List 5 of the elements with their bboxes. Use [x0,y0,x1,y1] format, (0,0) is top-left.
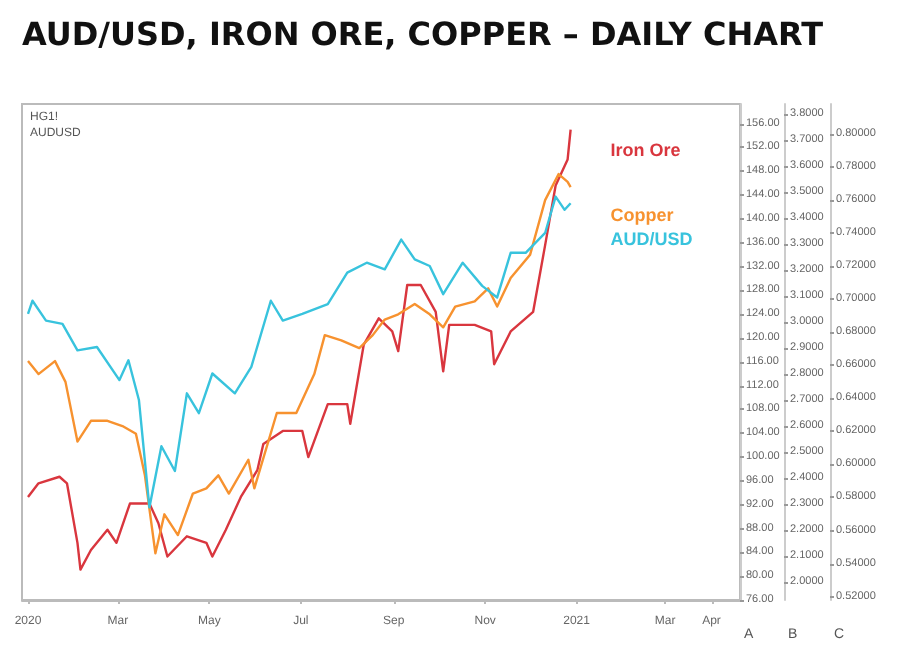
chart-title: AUD/USD, IRON ORE, COPPER – DAILY CHART [22,15,824,53]
text: AUD/USD [610,229,694,250]
text: Iron Ore [610,139,681,160]
text: Copper [610,205,675,226]
line-series [26,195,572,509]
